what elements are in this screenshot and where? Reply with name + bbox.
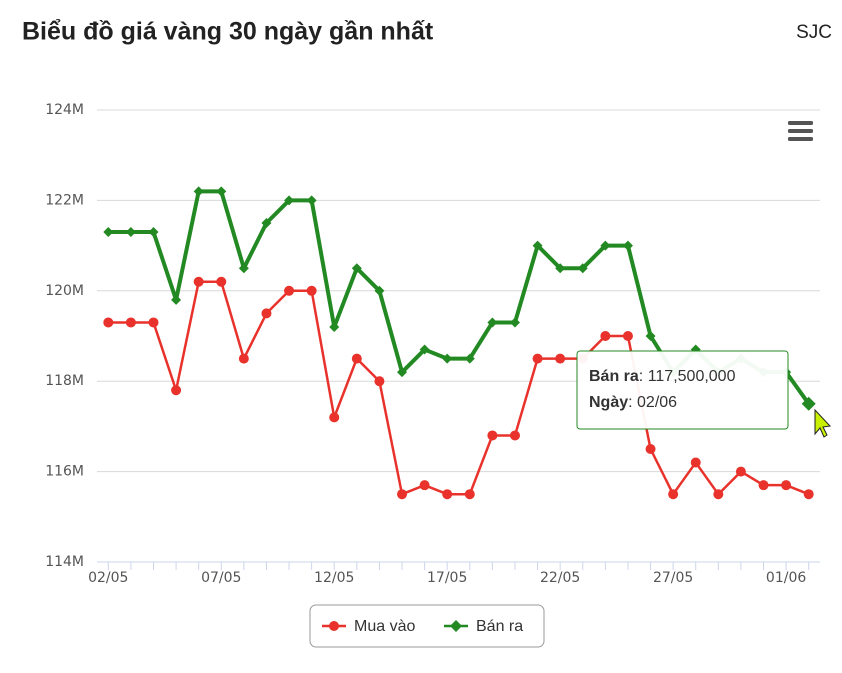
legend: Mua vào Bán ra xyxy=(309,604,545,648)
point xyxy=(329,321,340,332)
tooltip: Bán ra: 117,500,000 Ngày: 02/06 xyxy=(576,350,789,430)
point xyxy=(193,276,204,287)
point xyxy=(103,317,114,328)
y-tick-label: 116M xyxy=(45,464,84,480)
point xyxy=(306,285,317,296)
x-tick-label: 12/05 xyxy=(314,570,354,586)
point xyxy=(329,412,340,423)
point xyxy=(261,218,272,228)
point xyxy=(532,353,543,364)
y-tick-label: 120M xyxy=(45,283,84,299)
cursor xyxy=(814,408,832,438)
y-tick-label: 114M xyxy=(45,554,84,570)
point xyxy=(555,263,566,274)
point xyxy=(600,240,611,251)
point xyxy=(193,186,204,197)
tooltip-value: 117,500,000 xyxy=(648,368,736,385)
series-line xyxy=(108,280,810,496)
point xyxy=(509,317,520,328)
point xyxy=(238,263,249,274)
y-tick-label: 118M xyxy=(45,373,84,389)
y-tick-label: 124M xyxy=(45,102,84,118)
svg-text:Ngày: 02/06: Ngày: 02/06 xyxy=(589,394,677,411)
point xyxy=(487,317,498,328)
point xyxy=(284,285,295,296)
svg-text:Bán ra: 117,500,000: Bán ra: 117,500,000 xyxy=(589,368,736,385)
point xyxy=(216,186,227,197)
x-tick-label: 27/05 xyxy=(653,570,693,586)
point xyxy=(125,227,136,238)
point xyxy=(148,317,159,328)
point xyxy=(555,353,566,364)
point xyxy=(351,263,362,274)
menu-button[interactable] xyxy=(788,121,813,141)
point xyxy=(148,227,159,238)
point xyxy=(690,457,701,468)
x-tick-label: 01/06 xyxy=(766,570,806,586)
point xyxy=(397,489,408,500)
point xyxy=(374,376,385,387)
x-tick-label: 17/05 xyxy=(427,570,467,586)
tooltip-date: 02/06 xyxy=(637,394,677,411)
point xyxy=(171,294,182,305)
point xyxy=(464,353,475,364)
plot: 114M 116M 118M 120M 122M 124M 02/05 07/05 12/05 1… xyxy=(45,102,820,586)
point xyxy=(622,240,633,251)
point xyxy=(487,430,498,441)
title: Biểu đồ giá vàng 30 ngày gần nhất xyxy=(22,18,434,46)
point xyxy=(645,331,656,341)
point xyxy=(668,489,679,500)
point xyxy=(284,195,295,206)
legend-item[interactable]: Bán ra xyxy=(476,618,523,635)
point xyxy=(419,344,430,355)
point xyxy=(238,353,249,364)
point xyxy=(577,263,588,274)
x-tick-label: 02/05 xyxy=(88,570,128,586)
point xyxy=(801,396,816,411)
point xyxy=(125,317,136,328)
point xyxy=(622,331,633,341)
point xyxy=(442,489,453,500)
point xyxy=(509,430,520,441)
point xyxy=(735,466,746,477)
x-tick-label: 07/05 xyxy=(201,570,241,586)
point xyxy=(803,489,814,500)
point xyxy=(419,480,430,491)
y-tick-label: 122M xyxy=(45,192,84,208)
point xyxy=(758,480,769,491)
point xyxy=(600,331,611,341)
tooltip-label: Ngày xyxy=(589,394,628,411)
point xyxy=(103,227,114,238)
point xyxy=(306,195,317,206)
point xyxy=(216,276,227,287)
x-tick-label: 22/05 xyxy=(540,570,580,586)
point xyxy=(261,308,272,319)
point xyxy=(397,367,408,378)
legend-item[interactable]: Mua vào xyxy=(354,618,415,635)
point xyxy=(532,240,543,251)
point xyxy=(171,385,182,396)
point xyxy=(351,353,362,364)
source: SJC xyxy=(796,22,832,43)
point xyxy=(374,285,385,296)
point xyxy=(464,489,475,500)
point xyxy=(781,480,792,491)
point xyxy=(442,353,453,364)
point xyxy=(713,489,724,500)
point xyxy=(645,444,656,454)
tooltip-label: Bán ra xyxy=(589,368,639,385)
